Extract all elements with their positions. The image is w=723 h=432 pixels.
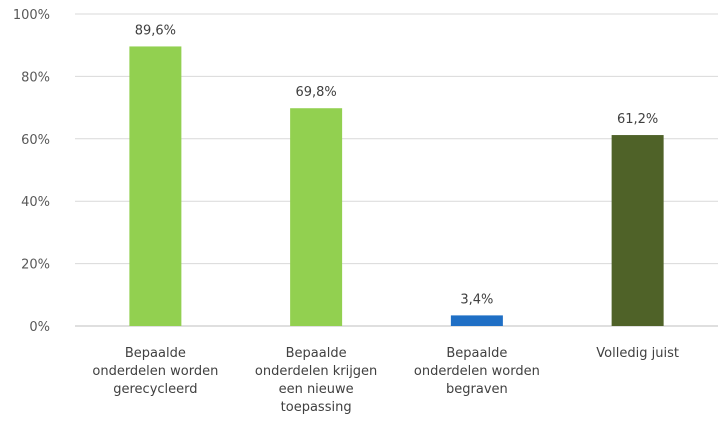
x-tick-label-line: onderdelen krijgen xyxy=(255,364,377,379)
y-tick-label: 20% xyxy=(21,258,50,273)
x-tick-label: Bepaalde onderdelen krijgen een nieuwe toep… xyxy=(255,346,377,415)
x-tick-label: Volledig juist xyxy=(596,346,679,361)
data-label: 89,6% xyxy=(135,23,176,38)
x-tick-label-line: begraven xyxy=(446,382,508,397)
x-tick-label: Bepaalde onderdelen worden gerecycleerd xyxy=(92,346,218,397)
y-tick-label: 40% xyxy=(21,195,50,210)
y-tick-label: 0% xyxy=(29,320,50,335)
x-tick-label-line: Bepaalde xyxy=(125,346,186,361)
x-tick-label-line: onderdelen worden xyxy=(414,364,540,379)
bar xyxy=(290,108,343,326)
data-label: 69,8% xyxy=(295,85,336,100)
data-label: 61,2% xyxy=(617,112,658,127)
x-tick-label-line: onderdelen worden xyxy=(92,364,218,379)
x-tick-label-line: Bepaalde xyxy=(286,346,347,361)
bar xyxy=(611,135,664,326)
y-tick-label: 60% xyxy=(21,133,50,148)
data-label: 3,4% xyxy=(460,292,493,307)
y-tick-label: 80% xyxy=(21,70,50,85)
x-tick-label-line: Volledig juist xyxy=(596,346,679,361)
bar xyxy=(450,315,503,326)
x-tick-label: Bepaalde onderdelen worden begraven xyxy=(414,346,540,397)
y-tick-label: 100% xyxy=(13,8,50,23)
x-tick-label-line: gerecycleerd xyxy=(113,382,197,397)
bar xyxy=(129,46,182,327)
x-tick-label-line: een nieuwe xyxy=(279,382,354,397)
x-tick-label-line: toepassing xyxy=(281,400,352,415)
x-tick-label-line: Bepaalde xyxy=(446,346,507,361)
